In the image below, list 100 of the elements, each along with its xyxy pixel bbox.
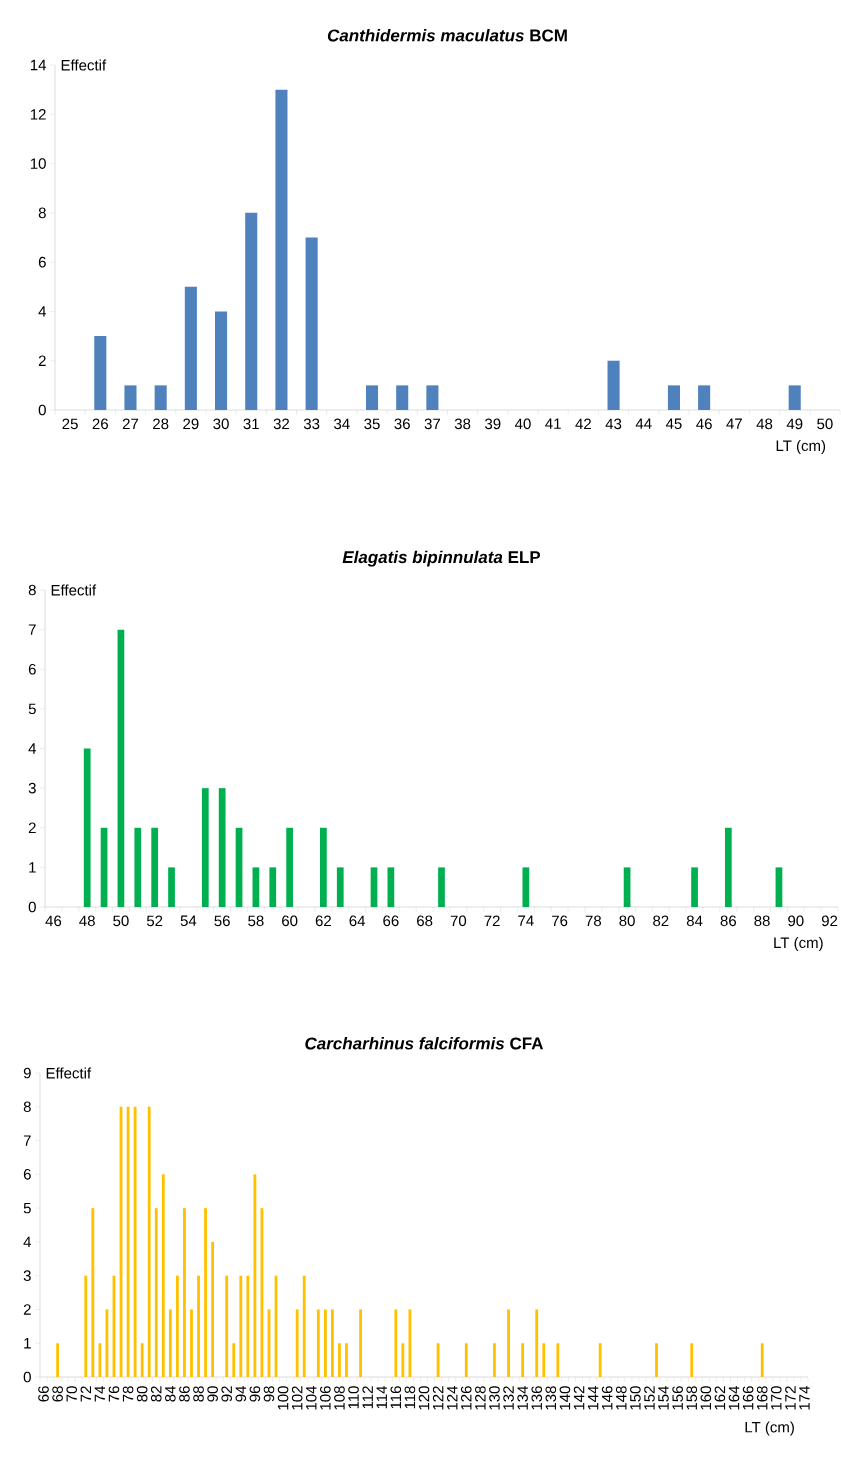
x-tick-label: 126 [460, 1386, 472, 1410]
bar [370, 867, 378, 908]
y-tick-label: 10 [30, 158, 46, 169]
x-tick-label: 29 [183, 418, 199, 430]
bar [394, 1309, 398, 1378]
x-tick-label: 35 [364, 418, 380, 430]
bar [667, 385, 680, 411]
bar [214, 311, 227, 411]
y-tick-label: 1 [24, 1338, 31, 1349]
bar [775, 867, 783, 908]
bar [316, 1309, 320, 1378]
bar [464, 1343, 468, 1378]
bar [760, 1343, 764, 1378]
x-tick-label: 98 [263, 1386, 275, 1402]
y-tick-label: 2 [28, 822, 36, 833]
x-tick-label: 118 [404, 1386, 416, 1409]
y-tick-label: 3 [23, 1270, 31, 1281]
x-tick-label: 76 [108, 1386, 120, 1402]
x-tick-label: 84 [164, 1385, 176, 1402]
x-tick-label: 88 [193, 1386, 204, 1402]
x-tick-label: 68 [416, 915, 433, 927]
x-tick-label: 138 [545, 1386, 557, 1410]
x-tick-label: 110 [348, 1386, 359, 1409]
bar [337, 1343, 341, 1378]
bar [253, 1174, 257, 1378]
bar [225, 1275, 229, 1378]
bar [556, 1343, 560, 1378]
bar [507, 1309, 510, 1378]
y-tick-label: 3 [28, 782, 36, 794]
x-tick-label: 74 [94, 1385, 105, 1402]
x-tick-label: 60 [281, 915, 298, 927]
bar [302, 1275, 306, 1378]
x-tick-label: 160 [700, 1386, 712, 1410]
y-tick-label: 6 [38, 256, 46, 268]
x-tick-label: 162 [714, 1386, 726, 1410]
bar [175, 1275, 179, 1378]
bar [133, 1106, 137, 1378]
x-tick-label: 86 [720, 915, 736, 927]
bar [396, 385, 409, 411]
x-tick-label: 96 [249, 1386, 261, 1402]
x-tick-label: 74 [518, 915, 534, 926]
bar [201, 788, 209, 908]
x-tick-label: 158 [686, 1386, 697, 1410]
x-axis-title: LT (cm) [776, 440, 825, 455]
x-tick-label: 140 [559, 1386, 571, 1410]
bar [91, 1208, 95, 1378]
x-tick-label: 30 [213, 418, 229, 430]
bar [252, 867, 260, 908]
x-tick-label: 86 [179, 1386, 190, 1402]
x-tick-label: 64 [349, 915, 365, 927]
x-tick-label: 102 [291, 1386, 303, 1410]
chart-title: Canthidermis maculatus BCM [327, 29, 567, 42]
y-tick-label: 8 [38, 207, 46, 219]
y-tick-label: 5 [23, 1202, 31, 1214]
y-tick-label: 0 [28, 901, 36, 913]
bar [211, 1241, 214, 1378]
x-tick-label: 156 [672, 1386, 683, 1410]
x-tick-label: 50 [113, 915, 129, 927]
bar [246, 1275, 250, 1378]
x-tick-label: 108 [334, 1386, 345, 1410]
bar [319, 827, 327, 908]
y-tick-label: 0 [23, 1371, 31, 1383]
bar [697, 385, 711, 411]
bar [232, 1343, 236, 1378]
y-tick-label: 1 [29, 862, 36, 873]
x-tick-label: 46 [45, 915, 62, 927]
x-tick-label: 66 [383, 915, 399, 927]
bar [438, 867, 445, 908]
bar [182, 1208, 186, 1378]
bar [269, 867, 277, 908]
bar [239, 1275, 243, 1378]
y-tick-label: 7 [23, 1135, 31, 1146]
x-tick-label: 90 [207, 1386, 218, 1402]
x-tick-label: 90 [788, 915, 804, 927]
bar [426, 385, 439, 411]
x-tick-label: 166 [742, 1386, 754, 1410]
x-tick-label: 130 [489, 1386, 500, 1410]
bar [197, 1275, 200, 1378]
bar [189, 1309, 193, 1378]
x-tick-label: 92 [221, 1386, 232, 1402]
x-tick-label: 174 [799, 1385, 810, 1410]
y-tick-label: 2 [38, 355, 46, 366]
bar [521, 1343, 524, 1378]
x-tick-label: 50 [817, 418, 833, 430]
bar [154, 385, 167, 411]
x-tick-label: 58 [248, 915, 264, 927]
x-tick-label: 142 [573, 1386, 585, 1410]
x-tick-label: 124 [446, 1385, 458, 1410]
x-tick-label: 44 [635, 418, 652, 429]
x-tick-label: 56 [214, 915, 230, 927]
x-tick-label: 168 [756, 1386, 768, 1410]
x-tick-label: 62 [315, 915, 331, 927]
x-tick-label: 48 [79, 915, 95, 927]
y-tick-label: 8 [28, 584, 36, 596]
bar [408, 1309, 412, 1378]
x-tick-label: 134 [517, 1385, 528, 1410]
x-tick-label: 25 [62, 418, 78, 430]
x-tick-label: 150 [629, 1386, 641, 1410]
x-tick-label: 49 [786, 418, 803, 430]
x-tick-label: 82 [150, 1386, 162, 1402]
